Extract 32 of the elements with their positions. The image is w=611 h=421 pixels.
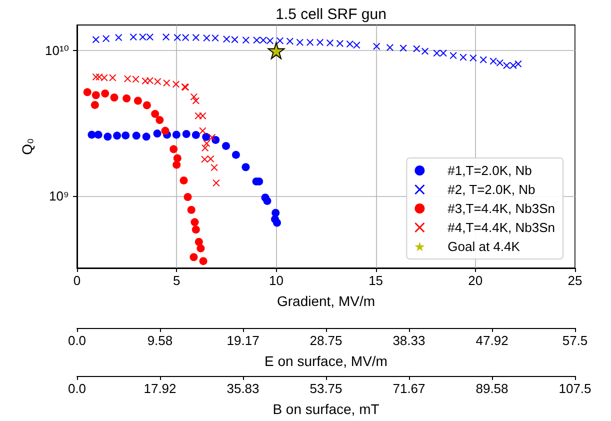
chart-title: 1.5 cell SRF gun — [276, 6, 386, 23]
x-tick-label: 20 — [468, 273, 483, 288]
legend-label: #2, T=2.0K, Nb — [448, 182, 536, 197]
legend-label: #4,T=4.4K, Nb3Sn — [448, 220, 556, 235]
text: B on surface, mT — [272, 401, 380, 417]
text: 89.58 — [476, 381, 508, 396]
text: 17.92 — [144, 381, 176, 396]
x2-tick-label: 0.0 — [68, 333, 86, 348]
x-tick-label: 25 — [568, 273, 582, 288]
x-tick-label: 15 — [368, 273, 384, 288]
legend-label: #3,T=4.4K, Nb3Sn — [448, 201, 556, 216]
x2-tick-label: 9.58 — [147, 333, 173, 348]
text: 107.5 — [558, 381, 592, 396]
x-tick-label: 5 — [172, 273, 180, 288]
text: 71.67 — [392, 381, 426, 396]
legend-label: Goal at 4.4K — [448, 239, 520, 254]
text: 53.75 — [310, 381, 342, 396]
x2-tick-label: 47.92 — [476, 333, 508, 348]
text: 0.0 — [68, 381, 86, 396]
y-tick-label: 10¹⁰ — [44, 43, 69, 58]
x2-tick-label: 57.5 — [562, 333, 588, 348]
x-tick-label: 0 — [73, 273, 81, 288]
legend-label: #1,T=2.0K, Nb — [448, 163, 532, 178]
y-axis-title: Q₀ — [19, 138, 36, 155]
x2-tick-label: 19.17 — [226, 333, 260, 348]
x2-tick-label: 28.75 — [310, 333, 342, 348]
text: 35.83 — [226, 381, 260, 396]
y-tick-label: 10⁹ — [48, 188, 69, 204]
x2-axis-title: E on surface, MV/m — [264, 353, 388, 369]
x-axis-title: Gradient, MV/m — [276, 293, 376, 309]
x-tick-label: 10 — [268, 273, 284, 288]
x2-tick-label: 38.33 — [392, 333, 426, 348]
